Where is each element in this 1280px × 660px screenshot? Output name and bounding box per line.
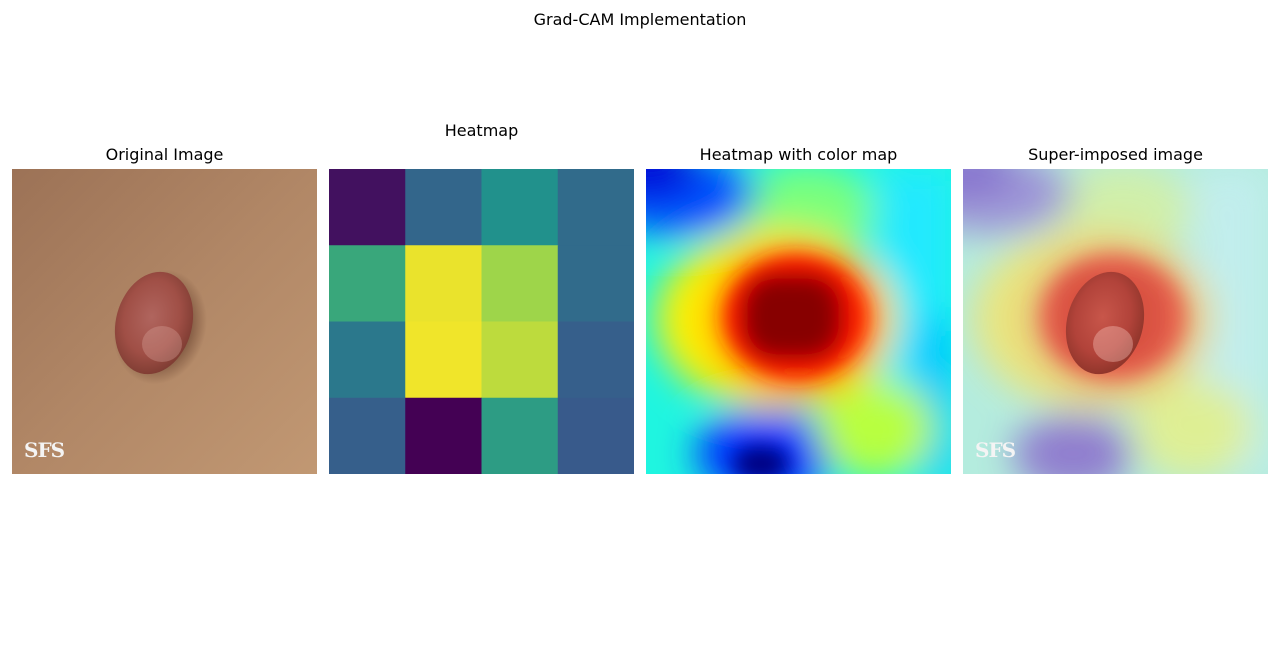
heatmap-cell-r0-c0 xyxy=(329,169,406,246)
panel-title-superimposed: Super-imposed image xyxy=(1028,145,1203,164)
heatmap-cell-r0-c2 xyxy=(481,169,559,246)
figure-title: Grad-CAM Implementation xyxy=(533,10,747,29)
heatmap-cell-r0-c3 xyxy=(557,169,634,246)
panel-title-original: Original Image xyxy=(105,145,224,164)
heatmap-cell-r1-c0 xyxy=(329,245,406,322)
heatmap-cell-r2-c2 xyxy=(481,321,559,399)
heatmap-cell-r3-c1 xyxy=(405,397,482,474)
heatmap-cell-r1-c1 xyxy=(405,245,482,322)
heatmap-cell-r2-c1 xyxy=(405,321,482,399)
heatmap-grid xyxy=(329,169,634,474)
watermark: SFS xyxy=(24,438,65,462)
heatmap-cell-r2-c0 xyxy=(329,321,406,399)
heatmap-cell-r3-c3 xyxy=(557,397,634,474)
superimposed-image: SFS xyxy=(963,169,1268,474)
heatmap-cell-r2-c3 xyxy=(557,321,634,399)
heatmap-cell-r0-c1 xyxy=(405,169,482,246)
heatmap-cell-r1-c3 xyxy=(557,245,634,322)
heatmap-cell-r3-c2 xyxy=(481,397,559,474)
original-image: SFS xyxy=(12,169,317,474)
heatmap-cell-r1-c2 xyxy=(481,245,559,322)
panel-title-heatmap: Heatmap xyxy=(444,121,519,140)
heatmap-cell-r3-c0 xyxy=(329,397,406,474)
heatmap-colormap-image xyxy=(646,169,951,474)
panel-title-colormap: Heatmap with color map xyxy=(699,145,898,164)
watermark-superimposed: SFS xyxy=(975,438,1016,462)
